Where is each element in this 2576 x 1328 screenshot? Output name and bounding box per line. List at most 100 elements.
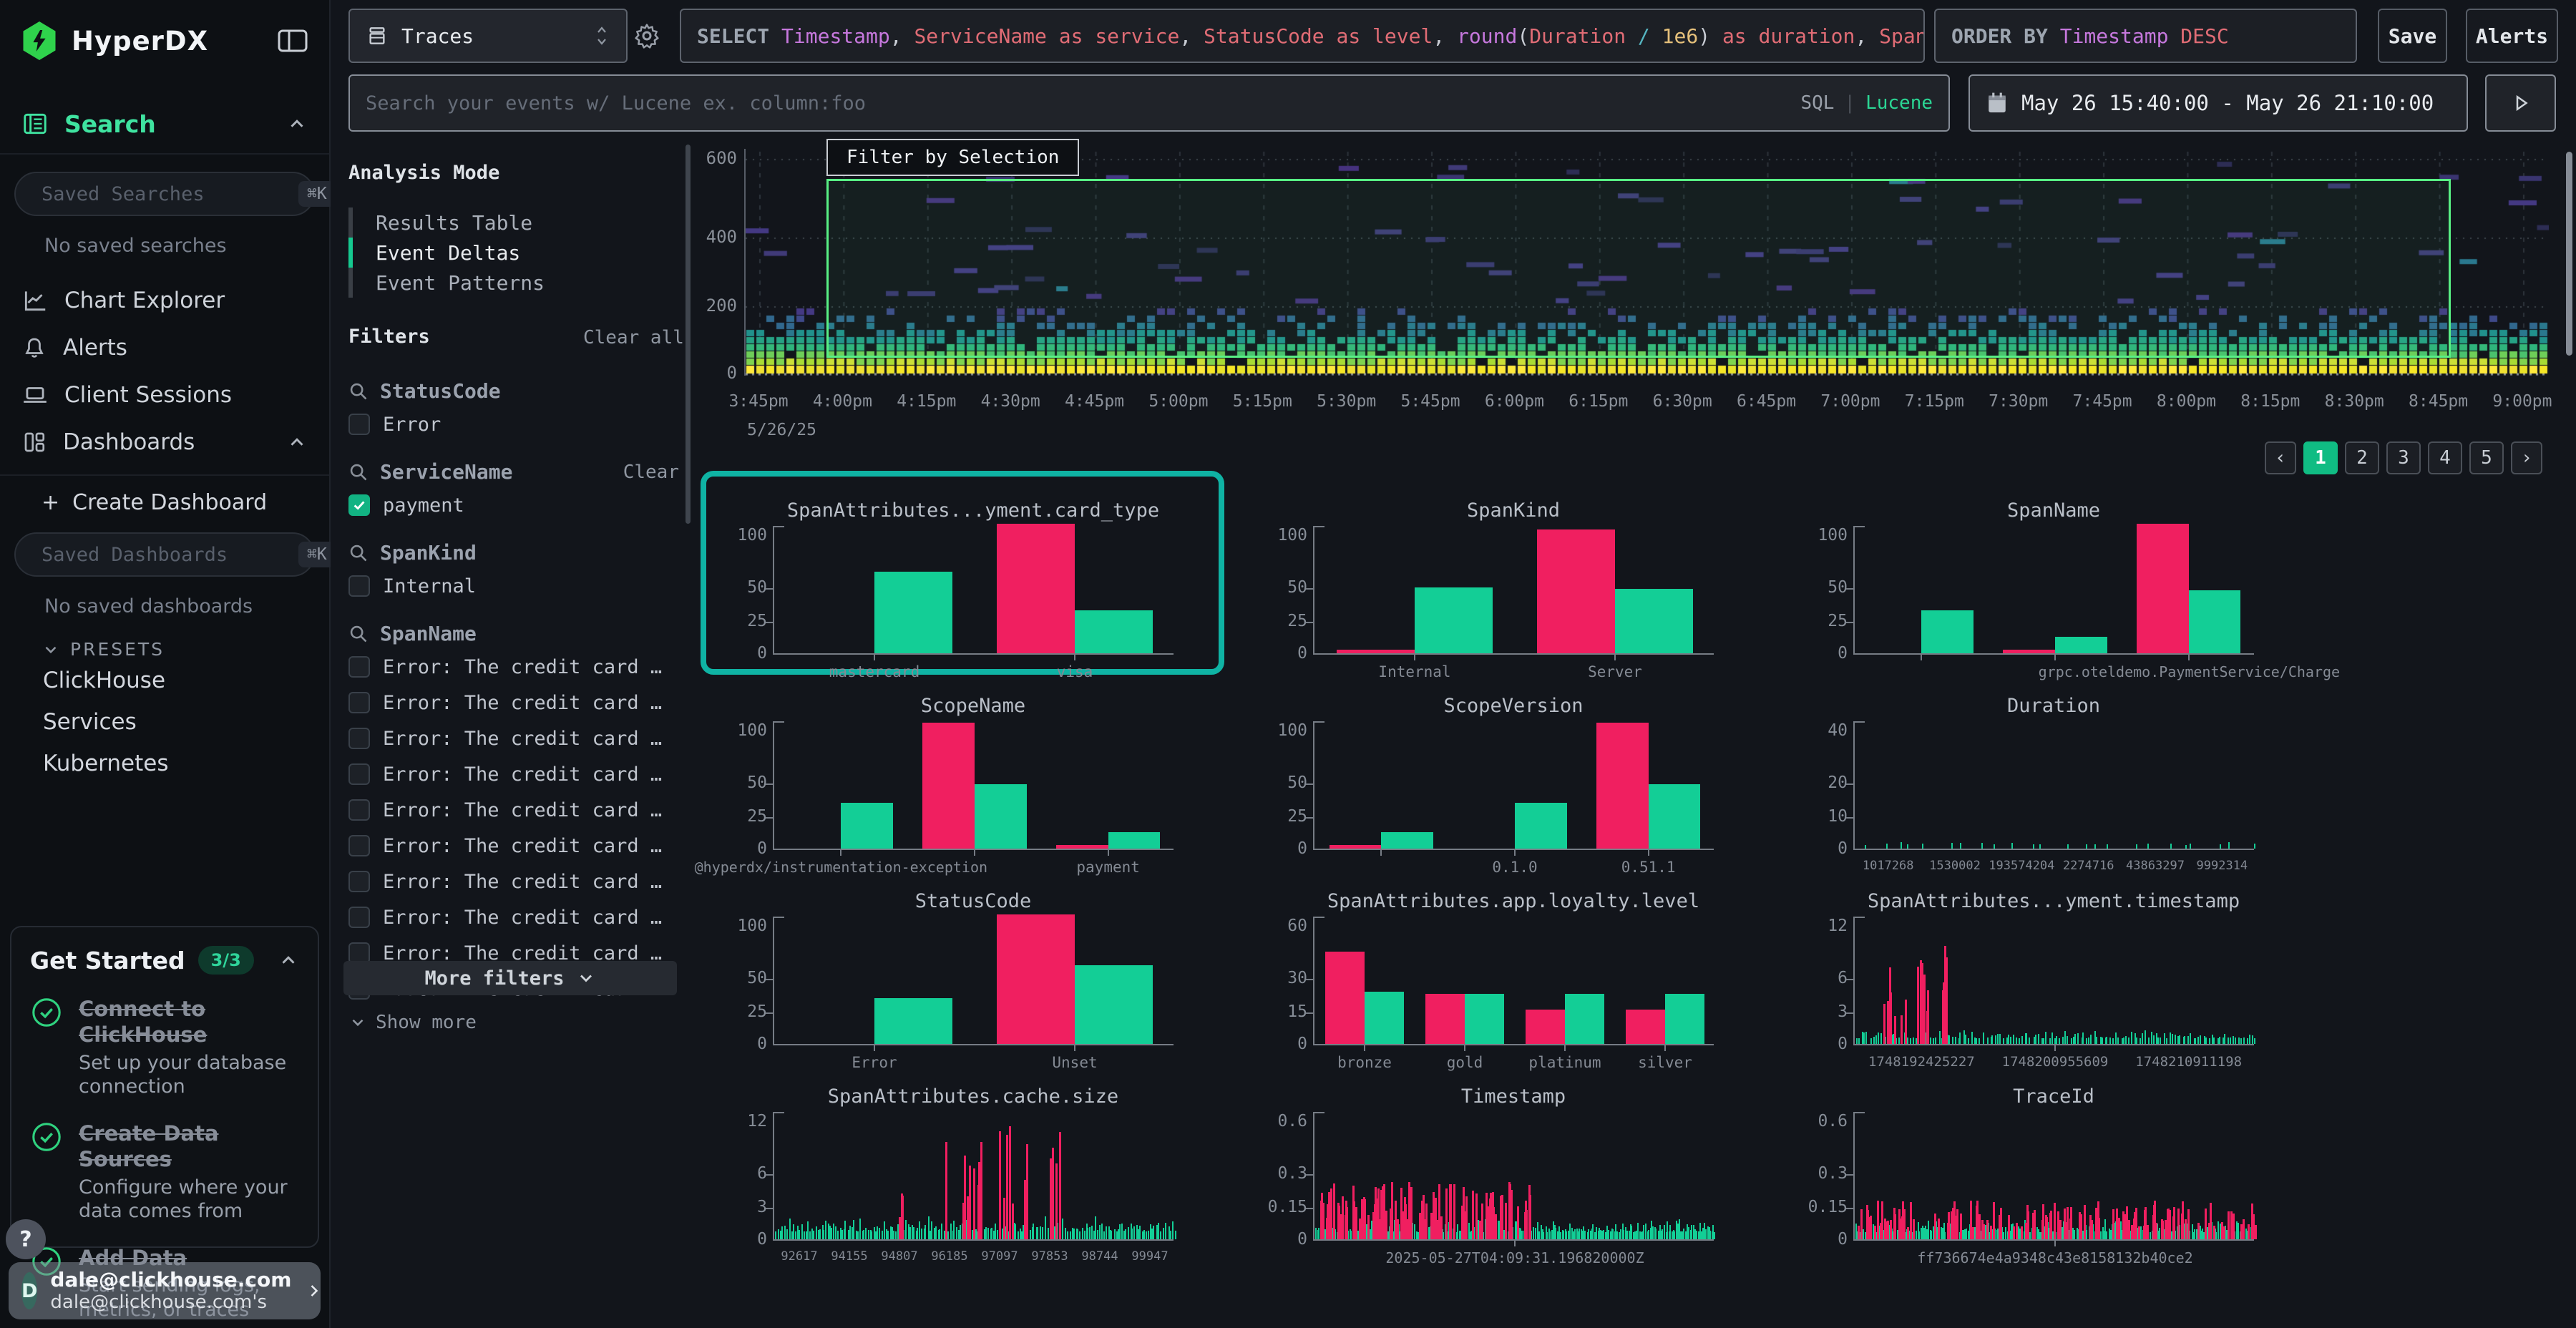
outlier-bar[interactable] <box>996 914 1075 1044</box>
time-range-picker[interactable]: May 26 15:40:00 - May 26 21:10:00 <box>1968 74 2468 132</box>
inlier-bar[interactable] <box>1665 994 1704 1044</box>
inlier-bar[interactable] <box>1565 994 1604 1044</box>
outlier-bar[interactable] <box>996 524 1075 653</box>
events-heatmap[interactable] <box>744 149 2549 376</box>
chart-plot[interactable]: 0.6 0.3 0.15 0 ff736674e4a9348c43e8158132b40… <box>1808 1112 2257 1266</box>
filter-clear-button[interactable]: Clear <box>623 461 679 483</box>
chart-plot[interactable]: 100 50 25 0 0.1.0 0.51.1 <box>1277 721 1714 876</box>
create-dashboard-button[interactable]: + Create Dashboard <box>42 490 268 515</box>
outlier-bar[interactable] <box>2136 524 2189 653</box>
inlier-bar[interactable] <box>1075 610 1153 653</box>
sql-select-editor[interactable]: SELECT Timestamp, ServiceName as service… <box>680 9 1925 63</box>
outlier-bar[interactable] <box>2003 650 2055 653</box>
pagination-prev[interactable]: ‹ <box>2265 441 2296 474</box>
toggle-lucene[interactable]: Lucene <box>1865 92 1933 114</box>
source-settings-gear-icon[interactable] <box>633 21 661 50</box>
filter-option[interactable]: Error: The credit card … <box>348 760 679 788</box>
inlier-bar[interactable] <box>1075 965 1153 1044</box>
outlier-bar[interactable] <box>1596 723 1649 849</box>
outlier-bar[interactable] <box>1536 529 1615 653</box>
outlier-bar[interactable] <box>1336 650 1415 653</box>
sidebar-item-clickhouse[interactable]: ClickHouse <box>43 668 166 693</box>
run-query-button[interactable] <box>2485 74 2556 132</box>
pagination-page-4[interactable]: 4 <box>2428 441 2462 474</box>
inlier-bar[interactable] <box>1108 832 1161 849</box>
filter-option[interactable]: Error: The credit card … <box>348 831 679 860</box>
inlier-bar[interactable] <box>1615 589 1694 653</box>
clear-all-filters-button[interactable]: Clear all <box>583 327 684 348</box>
analysis-mode-results-table[interactable]: Results Table <box>348 208 678 238</box>
chart-plot[interactable]: 12 6 3 0 92617 94155 94807 96185 97097 97853 98744… <box>747 1112 1176 1264</box>
pagination-page-1[interactable]: 1 <box>2303 441 2338 474</box>
save-button[interactable]: Save <box>2378 9 2447 63</box>
inlier-bar[interactable] <box>975 784 1027 849</box>
inlier-bar[interactable] <box>1921 610 1974 653</box>
checkbox[interactable] <box>348 763 370 785</box>
analysis-mode-event-patterns[interactable]: Event Patterns <box>348 268 678 298</box>
inlier-bar[interactable] <box>1515 803 1567 849</box>
chart-plot[interactable]: 100 50 25 0 mastercard visa <box>737 524 1174 680</box>
checkbox[interactable] <box>348 907 370 928</box>
checkbox[interactable] <box>348 692 370 713</box>
chevron-up-icon[interactable] <box>286 113 308 135</box>
saved-dashboards-input[interactable]: ⌘K <box>14 532 336 577</box>
collapse-sidebar-icon[interactable] <box>278 29 308 53</box>
outlier-bar[interactable] <box>1526 1010 1565 1044</box>
more-filters-button[interactable]: More filters <box>343 961 677 995</box>
analysis-mode-event-deltas[interactable]: Event Deltas <box>348 238 678 268</box>
outlier-bar[interactable] <box>1425 994 1465 1044</box>
chart-plot[interactable]: 100 50 25 0 Internal Server <box>1277 526 1714 680</box>
sidebar-item-dashboards[interactable]: Dashboards <box>0 419 329 466</box>
outlier-bar[interactable] <box>1329 845 1382 849</box>
inlier-bar[interactable] <box>1465 994 1504 1044</box>
chevron-up-icon[interactable] <box>286 431 308 453</box>
inlier-bar[interactable] <box>2188 590 2241 653</box>
chevron-up-icon[interactable] <box>278 949 299 971</box>
inlier-bar[interactable] <box>874 572 953 653</box>
chart-plot[interactable]: 60 30 15 0 bronze gold platinum silver <box>1287 917 1714 1071</box>
inlier-bar[interactable] <box>1648 784 1701 849</box>
user-menu[interactable]: D dale@clickhouse.com dale@clickhouse.co… <box>9 1262 321 1319</box>
filter-option[interactable]: Internal <box>348 572 679 600</box>
events-heatmap-canvas[interactable] <box>746 149 2549 376</box>
checkbox[interactable] <box>348 871 370 892</box>
filter-option[interactable]: Error: The credit card … <box>348 724 679 753</box>
checkbox[interactable] <box>348 656 370 678</box>
sidebar-item-client-sessions[interactable]: Client Sessions <box>0 371 329 419</box>
sidebar-item-alerts[interactable]: Alerts <box>0 324 329 371</box>
filter-option[interactable]: payment <box>348 491 679 519</box>
checkbox[interactable] <box>348 835 370 856</box>
panel-scrollbar[interactable] <box>686 145 691 524</box>
sidebar-item-services[interactable]: Services <box>43 709 137 735</box>
filter-option[interactable]: Error <box>348 410 679 439</box>
source-select[interactable]: Traces <box>348 9 628 63</box>
sidebar-item-search[interactable]: Search <box>0 103 329 145</box>
inlier-bar[interactable] <box>1415 587 1493 653</box>
pagination-page-5[interactable]: 5 <box>2469 441 2504 474</box>
main-scrollbar[interactable] <box>2566 152 2572 356</box>
sidebar-item-chart-explorer[interactable]: Chart Explorer <box>0 277 329 324</box>
inlier-bar[interactable] <box>841 803 894 849</box>
task-connect-clickhouse[interactable]: Connect to ClickHouse Set up your databa… <box>30 996 299 1099</box>
outlier-bar[interactable] <box>1055 845 1108 849</box>
inlier-bar[interactable] <box>874 998 953 1044</box>
filter-option[interactable]: Error: The credit card … <box>348 939 679 967</box>
help-button[interactable]: ? <box>6 1219 46 1259</box>
outlier-bar[interactable] <box>1325 952 1365 1044</box>
sidebar-item-kubernetes[interactable]: Kubernetes <box>43 751 169 776</box>
inlier-bar[interactable] <box>1381 832 1434 849</box>
chart-plot[interactable]: 0.6 0.3 0.15 0 2025-05-27T04:09:31.196820000… <box>1268 1112 1716 1266</box>
task-create-data-sources[interactable]: Create Data Sources Configure where your… <box>30 1120 299 1224</box>
inlier-bar[interactable] <box>1365 992 1404 1044</box>
checkbox[interactable] <box>348 414 370 435</box>
checkbox[interactable] <box>348 494 370 516</box>
filter-option[interactable]: Error: The credit card … <box>348 688 679 717</box>
pagination-page-3[interactable]: 3 <box>2386 441 2421 474</box>
outlier-bar[interactable] <box>922 723 975 849</box>
chart-plot[interactable]: 100 50 25 0 Error Unset <box>737 914 1174 1071</box>
show-more-button[interactable]: Show more <box>348 1012 679 1033</box>
chart-plot[interactable]: 40 20 10 0 1017268 1530002 193574204 2274716 438… <box>1828 721 2255 873</box>
checkbox[interactable] <box>348 799 370 821</box>
filter-option[interactable]: Error: The credit card … <box>348 653 679 681</box>
pagination-page-2[interactable]: 2 <box>2345 441 2379 474</box>
